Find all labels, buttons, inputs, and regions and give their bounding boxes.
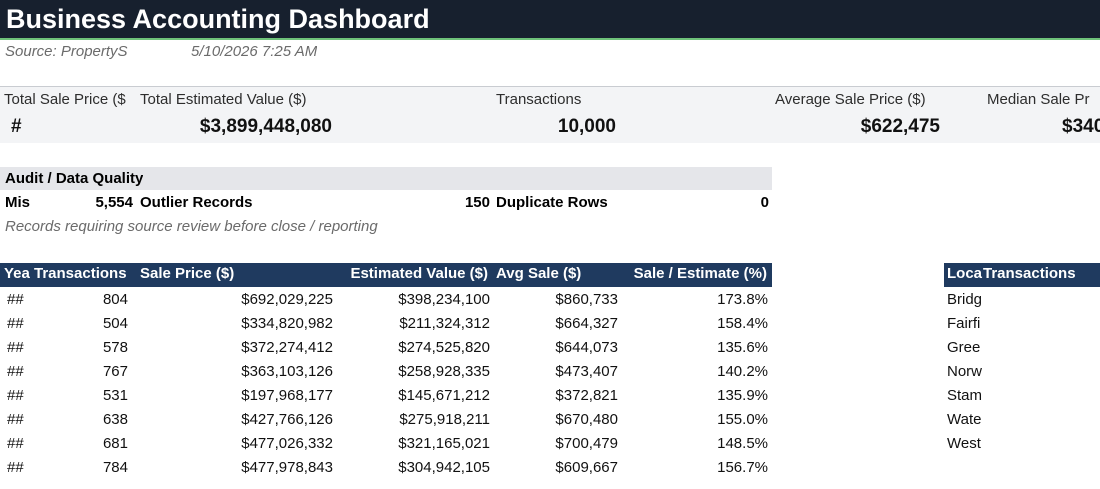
avg-sale-cell: $860,733 xyxy=(555,291,618,308)
avg-sale-cell: $473,407 xyxy=(555,363,618,380)
kpi-band xyxy=(0,86,1100,143)
year-cell: ## xyxy=(7,291,24,308)
avg-sale-col-header[interactable]: Avg Sale ($) xyxy=(496,265,582,282)
kpi-total-estimated-value-label: Total Estimated Value ($) xyxy=(140,91,307,108)
location-col-header[interactable]: Loca xyxy=(947,265,983,282)
kpi-average-sale-price-label: Average Sale Price ($) xyxy=(775,91,926,108)
estimated-value-cell: $304,942,105 xyxy=(398,459,490,476)
dashboard-title: Business Accounting Dashboard xyxy=(6,4,430,34)
kpi-transactions-value: 10,000 xyxy=(557,116,616,137)
kpi-total-sale-price-label: Total Sale Price ($ xyxy=(4,91,126,108)
transactions-cell: 767 xyxy=(102,363,128,380)
sale-price-cell: $692,029,225 xyxy=(241,291,333,308)
sale-price-col-header[interactable]: Sale Price ($) xyxy=(140,265,235,282)
estimated-value-cell: $258,928,335 xyxy=(398,363,490,380)
sale-estimate-col-header[interactable]: Sale / Estimate (%) xyxy=(633,265,767,282)
year-cell: ## xyxy=(7,459,24,476)
sale-estimate-cell: 156.7% xyxy=(717,459,768,476)
avg-sale-cell: $644,073 xyxy=(555,339,618,356)
kpi-total-sale-price-value: # xyxy=(11,116,22,137)
title-bar xyxy=(0,0,1100,40)
transactions-cell: 638 xyxy=(102,411,128,428)
avg-sale-cell: $372,821 xyxy=(555,387,618,404)
year-cell: ## xyxy=(7,387,24,404)
duplicate-label: Duplicate Rows xyxy=(496,194,608,211)
transactions-cell: 804 xyxy=(102,291,128,308)
estimated-value-cell: $274,525,820 xyxy=(398,339,490,356)
sale-estimate-cell: 148.5% xyxy=(717,435,768,452)
missing-value: 5,554 xyxy=(95,194,133,211)
transactions-cell: 681 xyxy=(102,435,128,452)
kpi-median-sale-price-label: Median Sale Pr xyxy=(987,91,1090,108)
sale-estimate-cell: 155.0% xyxy=(717,411,768,428)
sale-price-cell: $197,968,177 xyxy=(241,387,333,404)
sale-price-cell: $363,103,126 xyxy=(241,363,333,380)
year-cell: ## xyxy=(7,411,24,428)
transactions-cell: 578 xyxy=(102,339,128,356)
location-cell: Fairfi xyxy=(947,315,981,332)
location-cell: Norw xyxy=(947,363,983,380)
sale-estimate-cell: 135.9% xyxy=(717,387,768,404)
avg-sale-cell: $670,480 xyxy=(555,411,618,428)
source-label: Source: PropertyS xyxy=(5,43,128,60)
audit-note: Records requiring source review before c… xyxy=(5,218,378,235)
audit-header-band xyxy=(0,167,772,190)
year-table-header xyxy=(0,263,772,287)
estimated-value-cell: $275,918,211 xyxy=(399,411,490,428)
refresh-timestamp: 5/10/2026 7:25 AM xyxy=(191,43,318,60)
location-table-header xyxy=(944,263,1100,287)
location-transactions-col-header[interactable]: Transactions xyxy=(983,265,1076,282)
location-cell: Gree xyxy=(947,339,981,356)
year-cell: ## xyxy=(7,339,24,356)
sale-estimate-cell: 140.2% xyxy=(717,363,768,380)
outlier-label: Outlier Records xyxy=(140,194,253,211)
year-cell: ## xyxy=(7,435,24,452)
transactions-cell: 531 xyxy=(102,387,128,404)
sale-price-cell: $334,820,982 xyxy=(241,315,333,332)
outlier-value: 150 xyxy=(464,194,490,211)
kpi-median-sale-price-value: $340 xyxy=(1062,116,1100,137)
kpi-total-estimated-value-value: $3,899,448,080 xyxy=(199,116,332,137)
transactions-col-header[interactable]: Transactions xyxy=(34,265,127,282)
duplicate-value: 0 xyxy=(760,194,769,211)
sale-price-cell: $477,978,843 xyxy=(241,459,333,476)
missing-label: Mis xyxy=(5,194,31,211)
kpi-average-sale-price-value: $622,475 xyxy=(860,116,940,137)
estimated-value-col-header[interactable]: Estimated Value ($) xyxy=(350,265,488,282)
location-cell: West xyxy=(947,435,981,452)
avg-sale-cell: $664,327 xyxy=(555,315,618,332)
sale-estimate-cell: 135.6% xyxy=(717,339,768,356)
avg-sale-cell: $700,479 xyxy=(555,435,618,452)
sale-price-cell: $477,026,332 xyxy=(241,435,333,452)
year-cell: ## xyxy=(7,363,24,380)
estimated-value-cell: $398,234,100 xyxy=(398,291,490,308)
sale-estimate-cell: 158.4% xyxy=(717,315,768,332)
audit-header: Audit / Data Quality xyxy=(5,170,144,187)
transactions-cell: 784 xyxy=(102,459,128,476)
location-cell: Stam xyxy=(947,387,983,404)
year-col-header[interactable]: Yea xyxy=(4,265,30,282)
sale-price-cell: $427,766,126 xyxy=(241,411,333,428)
sale-estimate-cell: 173.8% xyxy=(717,291,768,308)
sale-price-cell: $372,274,412 xyxy=(241,339,333,356)
avg-sale-cell: $609,667 xyxy=(555,459,618,476)
location-cell: Bridg xyxy=(947,291,983,308)
kpi-transactions-label: Transactions xyxy=(496,91,582,108)
year-cell: ## xyxy=(7,315,24,332)
transactions-cell: 504 xyxy=(102,315,128,332)
location-cell: Wate xyxy=(947,411,982,428)
estimated-value-cell: $145,671,212 xyxy=(398,387,490,404)
estimated-value-cell: $321,165,021 xyxy=(398,435,490,452)
estimated-value-cell: $211,324,312 xyxy=(399,315,490,332)
